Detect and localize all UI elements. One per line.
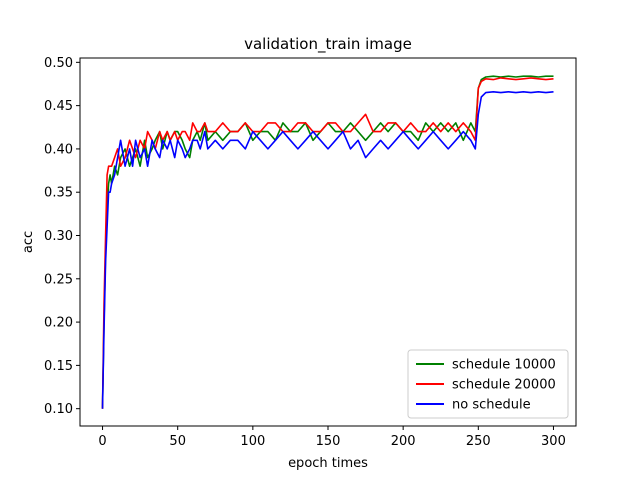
series-line-schedule-20000 bbox=[101, 77, 554, 409]
x-tick-label: 150 bbox=[316, 434, 341, 449]
x-tick-label: 300 bbox=[541, 434, 566, 449]
y-tick-label: 0.40 bbox=[44, 142, 73, 157]
y-tick-label: 0.45 bbox=[44, 99, 73, 114]
legend: schedule 10000 schedule 20000 no schedule bbox=[407, 349, 569, 419]
y-tick-label: 0.30 bbox=[44, 229, 73, 244]
series-line-no-schedule bbox=[101, 91, 554, 409]
x-tick-label: 250 bbox=[466, 434, 491, 449]
x-tick-label: 0 bbox=[98, 434, 106, 449]
y-tick-label: 0.25 bbox=[44, 272, 73, 287]
x-tick-label: 200 bbox=[391, 434, 416, 449]
y-axis-title: acc bbox=[21, 231, 36, 253]
x-tick-label: 50 bbox=[169, 434, 186, 449]
y-tick-label: 0.35 bbox=[44, 186, 73, 201]
y-tick-label: 0.50 bbox=[44, 56, 73, 71]
legend-box bbox=[407, 349, 569, 419]
y-axis: 0.10 0.15 0.20 0.25 0.30 0.35 0.40 0.45 0.50 bbox=[44, 56, 80, 417]
x-axis-title: epoch times bbox=[288, 456, 368, 471]
legend-label: schedule 20000 bbox=[452, 378, 556, 393]
legend-label: schedule 10000 bbox=[452, 358, 556, 373]
x-axis: 0 50 100 150 200 250 300 bbox=[98, 426, 566, 449]
y-tick-label: 0.10 bbox=[44, 402, 73, 417]
y-tick-label: 0.15 bbox=[44, 359, 73, 374]
chart-title: validation_train image bbox=[244, 35, 412, 54]
legend-label: no schedule bbox=[452, 398, 531, 413]
series-layer bbox=[101, 75, 554, 409]
y-tick-label: 0.20 bbox=[44, 316, 73, 331]
x-tick-label: 100 bbox=[240, 434, 265, 449]
